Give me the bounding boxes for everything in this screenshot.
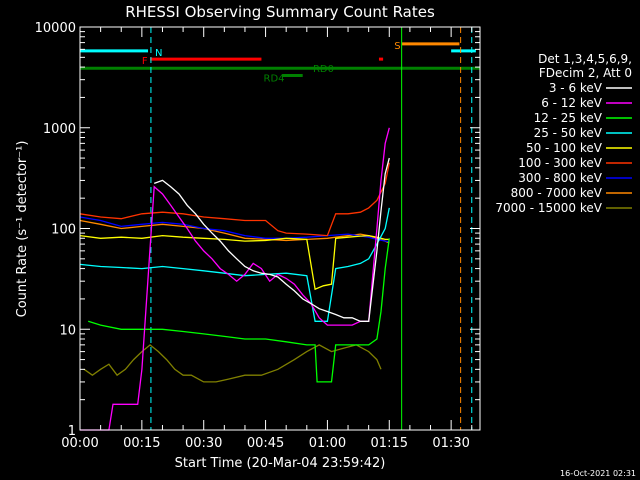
flag-annotation: S	[394, 41, 400, 52]
legend-entry-label: 300 - 800 keV	[518, 171, 602, 185]
x-axis-label: Start Time (20-Mar-04 23:59:42)	[175, 456, 386, 471]
plot-frame	[79, 26, 481, 431]
x-tick-label: 01:00	[309, 436, 346, 451]
flag-annotation: N	[155, 48, 162, 59]
series-line	[153, 157, 390, 322]
legend-header: Det 1,3,4,5,6,9,	[538, 52, 632, 66]
flag-annotation: RD4	[264, 74, 285, 85]
x-tick-label: 01:15	[371, 436, 408, 451]
y-tick-label: 1000	[43, 122, 76, 137]
series-line	[79, 234, 390, 291]
legend-header: FDecim 2, Att 0	[539, 66, 632, 80]
x-tick-label: 00:30	[185, 436, 222, 451]
series-line	[79, 162, 390, 237]
legend-entry-label: 7000 - 15000 keV	[495, 201, 602, 215]
series-line	[79, 207, 390, 322]
legend: Det 1,3,4,5,6,9,FDecim 2, Att 03 - 6 keV…	[495, 52, 632, 215]
legend-entry-label: 800 - 7000 keV	[511, 186, 603, 200]
flag-annotation: F	[142, 56, 148, 67]
flag-annotation: RD0	[313, 64, 334, 75]
legend-entry-label: 50 - 100 keV	[526, 141, 603, 155]
x-tick-label: 01:30	[432, 436, 469, 451]
legend-entry-label: 12 - 25 keV	[534, 111, 603, 125]
legend-entry-label: 25 - 50 keV	[534, 126, 603, 140]
legend-entry-label: 3 - 6 keV	[549, 81, 603, 95]
x-tick-label: 00:45	[247, 436, 284, 451]
series-line	[88, 238, 390, 383]
y-tick-label: 100	[51, 223, 76, 238]
series-line	[83, 344, 382, 383]
chart-title: RHESSI Observing Summary Count Rates	[125, 3, 435, 21]
y-tick-label: 10000	[35, 21, 76, 36]
x-tick-label: 00:00	[61, 436, 98, 451]
x-tick-label: 00:15	[123, 436, 160, 451]
series-line	[79, 216, 390, 243]
y-axis-label: Count Rate (s⁻¹ detector⁻¹)	[15, 141, 30, 318]
legend-entry-label: 6 - 12 keV	[541, 96, 603, 110]
series-line	[80, 127, 390, 431]
legend-entry-label: 100 - 300 keV	[518, 156, 602, 170]
series-line	[79, 219, 390, 244]
y-tick-label: 10	[59, 323, 76, 338]
timestamp: 16-Oct-2021 02:31	[560, 469, 636, 478]
y-tick-label: 1	[68, 424, 76, 439]
